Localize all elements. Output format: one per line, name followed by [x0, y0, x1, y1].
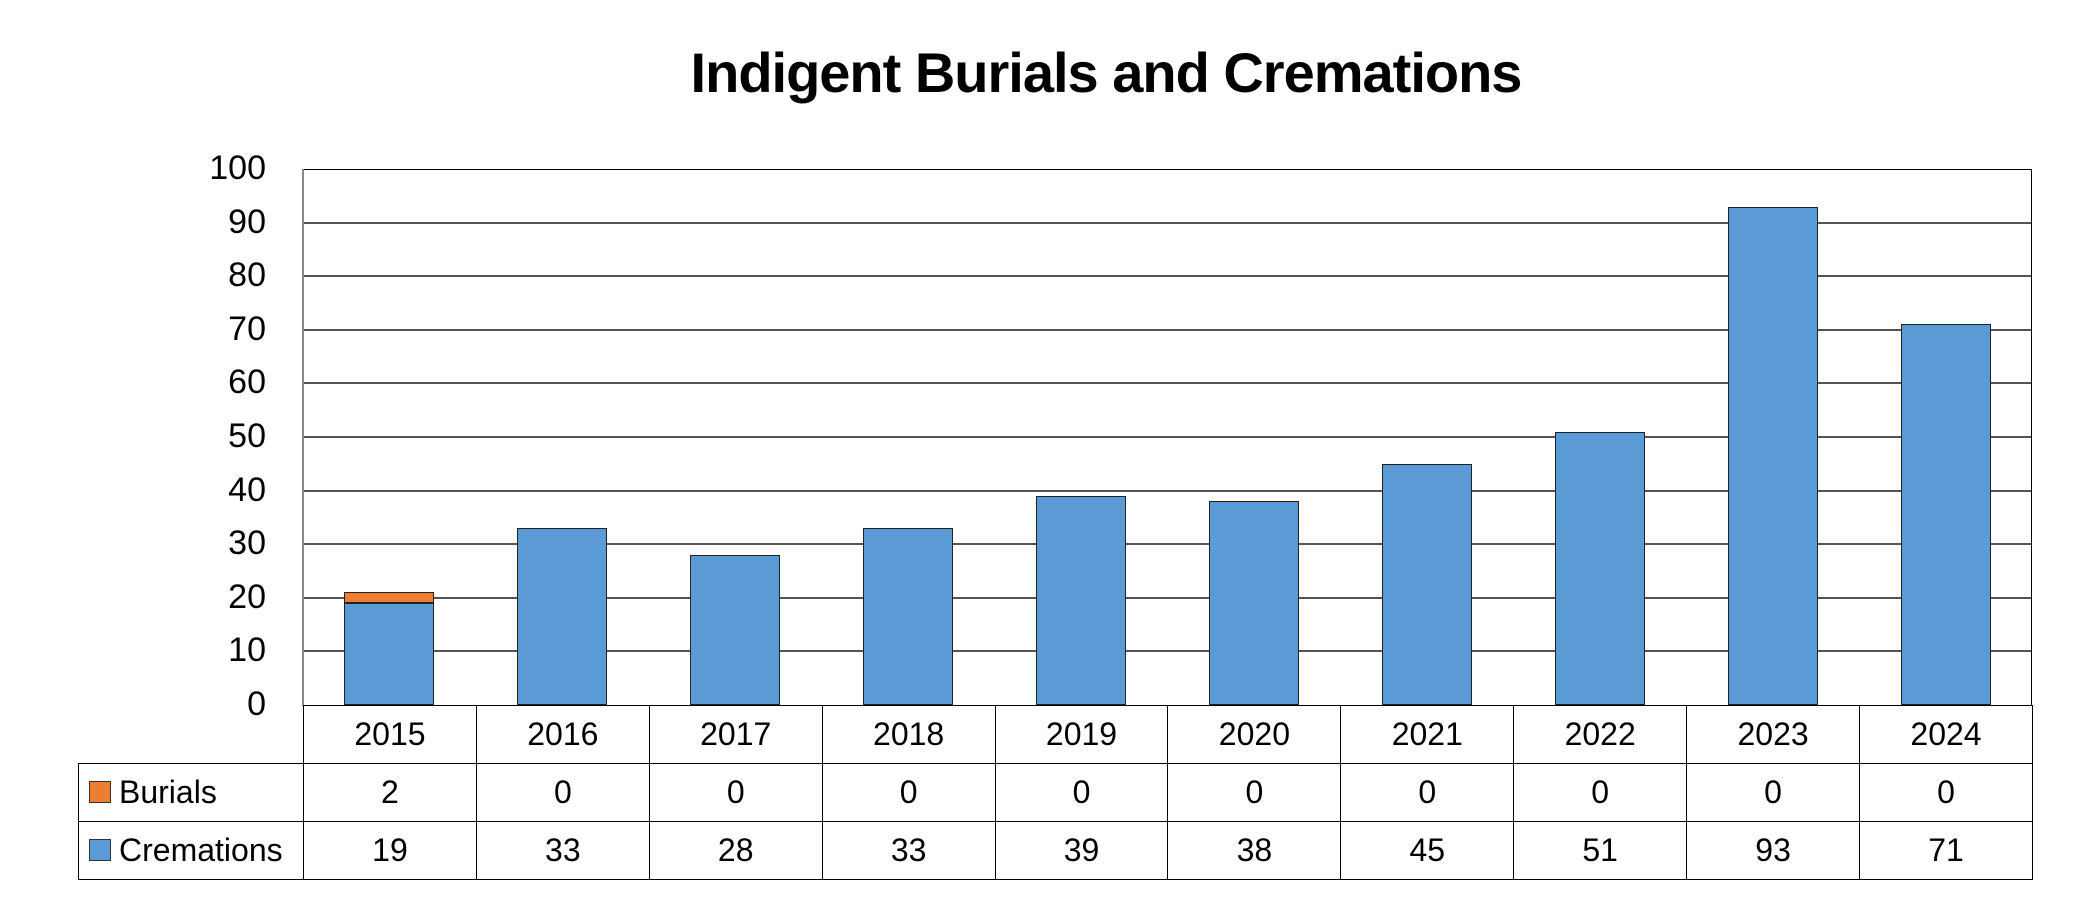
- legend-cremations: Cremations: [78, 821, 304, 880]
- bar-cremations-2022: [1554, 431, 1645, 705]
- burials-cell: 0: [821, 763, 996, 822]
- gridline: [303, 382, 2032, 385]
- cremations-cell: 71: [1859, 821, 2033, 880]
- year-cell: 2016: [475, 705, 650, 764]
- bar-burials-2015: [344, 592, 435, 604]
- year-cell: 2017: [648, 705, 823, 764]
- gridline: [303, 328, 2032, 331]
- bar-cremations-2017: [690, 554, 781, 705]
- gridline: [303, 221, 2032, 224]
- burials-cell: 0: [994, 763, 1169, 822]
- year-row: 2015 2016 2017 2018 2019 2020 2021 2022 2023 2024: [78, 705, 2033, 764]
- chart-title: Indigent Burials and Cremations: [690, 41, 1523, 104]
- cremations-cell: 45: [1340, 821, 1515, 880]
- cremations-cell: 19: [303, 821, 477, 880]
- cremations-label: Cremations: [119, 832, 283, 868]
- y-tick-label: 90: [228, 202, 266, 241]
- legend-burials: Burials: [78, 763, 304, 822]
- data-table: 2015 2016 2017 2018 2019 2020 2021 2022 2023 2024…: [78, 705, 2033, 880]
- burials-cell: 0: [1513, 763, 1688, 822]
- burials-swatch-icon: [89, 780, 111, 803]
- gridline: [303, 436, 2032, 438]
- cremations-cell: 33: [475, 821, 650, 880]
- y-tick-label: 20: [228, 577, 266, 616]
- bar-cremations-2018: [863, 528, 954, 705]
- year-cell: 2020: [1167, 705, 1342, 764]
- cremations-cell: 51: [1513, 821, 1688, 880]
- year-cell: 2015: [303, 705, 477, 764]
- burials-cell: 0: [1686, 763, 1861, 822]
- year-cell: 2024: [1859, 705, 2033, 764]
- burials-cell: 0: [1859, 763, 2033, 822]
- plot-area: [303, 169, 2032, 705]
- bar-cremations-2023: [1727, 206, 1818, 705]
- burials-cell: 0: [1167, 763, 1342, 822]
- y-tick-label: 70: [228, 309, 266, 348]
- cremations-swatch-icon: [89, 838, 111, 861]
- y-tick-label: 100: [209, 149, 266, 187]
- bar-cremations-2019: [1036, 495, 1127, 705]
- gridline: [303, 596, 2032, 599]
- y-axis-line: [302, 169, 304, 706]
- cremations-cell: 28: [648, 821, 823, 880]
- y-tick-label: 10: [228, 631, 266, 670]
- y-tick-label: 30: [228, 524, 266, 563]
- bar-cremations-2021: [1381, 463, 1472, 705]
- cremations-cell: 38: [1167, 821, 1342, 880]
- year-cell: 2019: [994, 705, 1169, 764]
- y-tick-label: 40: [228, 470, 266, 509]
- gridline: [303, 650, 2032, 653]
- year-cell: 2023: [1686, 705, 1861, 764]
- burials-cell: 0: [648, 763, 823, 822]
- cremations-cell: 93: [1686, 821, 1861, 880]
- burials-cell: 0: [1340, 763, 1515, 822]
- bar-cremations-2020: [1208, 501, 1299, 705]
- y-tick-label: 50: [228, 417, 266, 455]
- gridline: [303, 275, 2032, 278]
- gridline: [303, 489, 2032, 492]
- cremations-cell: 39: [994, 821, 1169, 880]
- cremations-cell: 33: [821, 821, 996, 880]
- burials-cell: 0: [475, 763, 650, 822]
- y-tick-label: 60: [228, 363, 266, 402]
- year-cell: 2021: [1340, 705, 1515, 764]
- year-cell: 2022: [1513, 705, 1688, 764]
- gridline: [303, 543, 2032, 546]
- bar-cremations-2015: [344, 603, 435, 705]
- cremations-row: Cremations 19 33 28 33 39 38 45 51 93 71: [78, 821, 2033, 880]
- bar-cremations-2024: [1900, 324, 1991, 705]
- y-tick-label: 80: [228, 256, 266, 295]
- burials-cell: 2: [303, 763, 477, 822]
- burials-label: Burials: [119, 774, 217, 810]
- table-corner: [78, 705, 304, 764]
- bar-cremations-2016: [517, 528, 608, 705]
- year-cell: 2018: [821, 705, 996, 764]
